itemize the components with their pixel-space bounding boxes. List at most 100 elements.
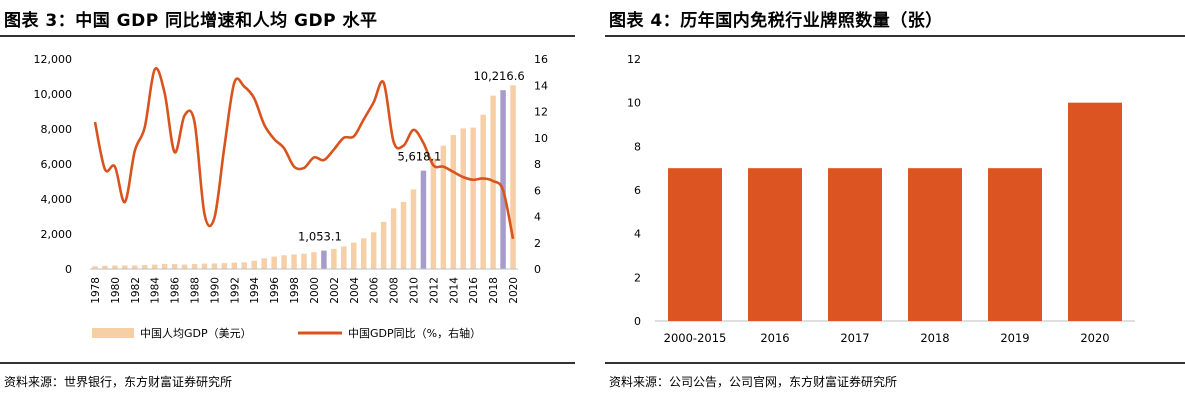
left-y-tick-label: 6,000 xyxy=(41,158,73,171)
x-category-label: 2018 xyxy=(920,331,949,345)
right-y-tick-label: 0 xyxy=(534,263,541,276)
x-category-label: 2017 xyxy=(840,331,869,345)
gdp-per-capita-bar-2009 xyxy=(400,201,407,269)
x-tick-label-1994: 1994 xyxy=(249,277,261,304)
x-category-label: 2020 xyxy=(1080,331,1109,345)
gdp-per-capita-bar-2016 xyxy=(470,127,476,270)
right-y-tick-label: 16 xyxy=(534,53,548,66)
gdp-per-capita-bar-1997 xyxy=(281,255,287,269)
right-y-tick-label: 8 xyxy=(534,158,541,171)
gdp-per-capita-bar-2019 xyxy=(500,90,506,269)
x-category-label: 2019 xyxy=(1000,331,1029,345)
x-tick-label-1984: 1984 xyxy=(150,277,162,304)
x-tick-label-2012: 2012 xyxy=(428,277,440,304)
right-chart-y-tick-label: 8 xyxy=(634,140,641,153)
gdp-per-capita-bar-2010 xyxy=(410,189,417,269)
x-tick-label-1978: 1978 xyxy=(90,277,102,304)
gdp-per-capita-bar-2001 xyxy=(321,250,327,269)
legend-line-label: 中国GDP同比（%，右轴） xyxy=(348,326,481,340)
left-y-tick-label: 10,000 xyxy=(34,88,73,101)
x-tick-label-2020: 2020 xyxy=(508,277,520,304)
right-chart-y-tick-label: 2 xyxy=(634,271,641,284)
x-tick-label-1980: 1980 xyxy=(110,277,122,304)
x-tick-label-1998: 1998 xyxy=(289,277,301,304)
right-y-tick-label: 12 xyxy=(534,106,548,119)
left-y-tick-label: 12,000 xyxy=(34,53,73,66)
gdp-per-capita-bar-1984 xyxy=(151,264,158,269)
gdp-per-capita-bar-1983 xyxy=(142,265,148,269)
x-tick-label-2008: 2008 xyxy=(389,277,401,304)
left-bottom-rule xyxy=(0,362,575,364)
gdp-per-capita-bar-2015 xyxy=(460,128,466,269)
license-bar-2017 xyxy=(828,168,882,321)
annotation-2011: 5,618.1 xyxy=(397,150,441,164)
gdp-per-capita-bar-2007 xyxy=(380,221,387,269)
x-category-label: 2016 xyxy=(760,331,789,345)
right-chart-y-tick-label: 4 xyxy=(634,228,641,241)
x-tick-label-1996: 1996 xyxy=(269,277,281,304)
gdp-per-capita-bar-2013 xyxy=(440,145,447,269)
x-tick-label-2010: 2010 xyxy=(408,277,420,304)
gdp-per-capita-bar-2017 xyxy=(480,114,486,269)
gdp-per-capita-bar-1979 xyxy=(102,265,108,269)
right-bottom-rule xyxy=(605,362,1185,364)
x-tick-label-1982: 1982 xyxy=(130,277,142,304)
gdp-per-capita-bar-2012 xyxy=(430,158,437,269)
right-chart-y-tick-label: 0 xyxy=(634,315,641,328)
gdp-per-capita-bar-2008 xyxy=(390,208,397,269)
gdp-per-capita-bar-2000 xyxy=(311,252,317,269)
license-bar-2018 xyxy=(908,168,962,321)
gdp-per-capita-bar-2006 xyxy=(370,232,377,269)
x-tick-label-2014: 2014 xyxy=(448,277,460,304)
annotation-2019: 10,216.6 xyxy=(473,69,524,83)
left-chart-source: 资料来源：世界银行，东方财富证券研究所 xyxy=(4,375,233,389)
left-y-tick-label: 8,000 xyxy=(41,123,73,136)
gdp-per-capita-bar-1990 xyxy=(211,263,218,269)
x-tick-label-2018: 2018 xyxy=(488,277,500,304)
gdp-per-capita-bar-1992 xyxy=(231,262,238,269)
gdp-per-capita-bar-1978 xyxy=(92,266,98,269)
x-tick-label-1986: 1986 xyxy=(170,277,182,304)
license-bar-2020 xyxy=(1068,102,1122,322)
x-tick-label-1992: 1992 xyxy=(229,277,241,304)
left-chart-panel: 图表 3：中国 GDP 同比增速和人均 GDP 水平 0 2,000 4,000 6,… xyxy=(0,0,575,414)
right-y-tick-label: 4 xyxy=(534,211,541,224)
gdp-per-capita-bar-1999 xyxy=(301,253,307,269)
gdp-per-capita-bar-1991 xyxy=(221,263,228,269)
legend-bar-label: 中国人均GDP（美元） xyxy=(140,327,252,340)
right-y-tick-label: 6 xyxy=(534,184,541,197)
gdp-per-capita-bar-1986 xyxy=(171,264,178,269)
x-tick-label-2000: 2000 xyxy=(309,277,321,304)
license-chart: 2000-2015 2016 2017 2018 2019 2020 0 2 4 6 8 10 12 xyxy=(627,53,1135,345)
right-chart-y-tick-label: 12 xyxy=(627,53,641,66)
gdp-per-capita-bar-2011 xyxy=(420,170,427,269)
left-y-tick-label: 4,000 xyxy=(41,193,73,206)
license-bar-2000-2015 xyxy=(668,168,722,321)
right-chart-panel: 图表 4：历年国内免税行业牌照数量（张） 2000-2015 2016 2017 20… xyxy=(605,0,1185,414)
gdp-per-capita-bar-1980 xyxy=(112,265,118,269)
gdp-per-capita-bar-1995 xyxy=(261,258,267,269)
left-y-tick-label: 2,000 xyxy=(41,228,73,241)
gdp-per-capita-bar-1988 xyxy=(191,264,198,269)
x-tick-label-2016: 2016 xyxy=(468,277,480,304)
right-chart-title: 图表 4：历年国内免税行业牌照数量（张） xyxy=(609,11,943,31)
gdp-per-capita-bar-1996 xyxy=(271,256,277,269)
license-bar-2019 xyxy=(988,168,1042,321)
gdp-per-capita-bar-1993 xyxy=(241,262,248,269)
right-chart-y-tick-label: 10 xyxy=(627,97,641,110)
right-y-tick-label: 14 xyxy=(534,79,548,92)
right-chart-source: 资料来源：公司公告，公司官网，东方财富证券研究所 xyxy=(609,375,898,389)
x-tick-label-2004: 2004 xyxy=(349,277,361,304)
gdp-chart: 0 2,000 4,000 6,000 8,000 10,000 12,000 0 2 4 6 8 10… xyxy=(34,53,549,340)
left-chart-title: 图表 3：中国 GDP 同比增速和人均 GDP 水平 xyxy=(4,11,378,31)
left-y-tick-label: 0 xyxy=(65,263,72,276)
gdp-per-capita-bar-2014 xyxy=(450,135,457,269)
right-y-tick-label: 2 xyxy=(534,237,541,250)
gdp-growth-line xyxy=(93,67,515,240)
x-tick-label-1988: 1988 xyxy=(190,277,202,304)
gdp-per-capita-bar-1985 xyxy=(161,263,168,269)
gdp-per-capita-bar-1998 xyxy=(291,254,297,269)
annotation-2001: 1,053.1 xyxy=(298,230,342,244)
right-y-tick-label: 10 xyxy=(534,132,548,145)
gdp-per-capita-bar-1989 xyxy=(201,263,208,269)
